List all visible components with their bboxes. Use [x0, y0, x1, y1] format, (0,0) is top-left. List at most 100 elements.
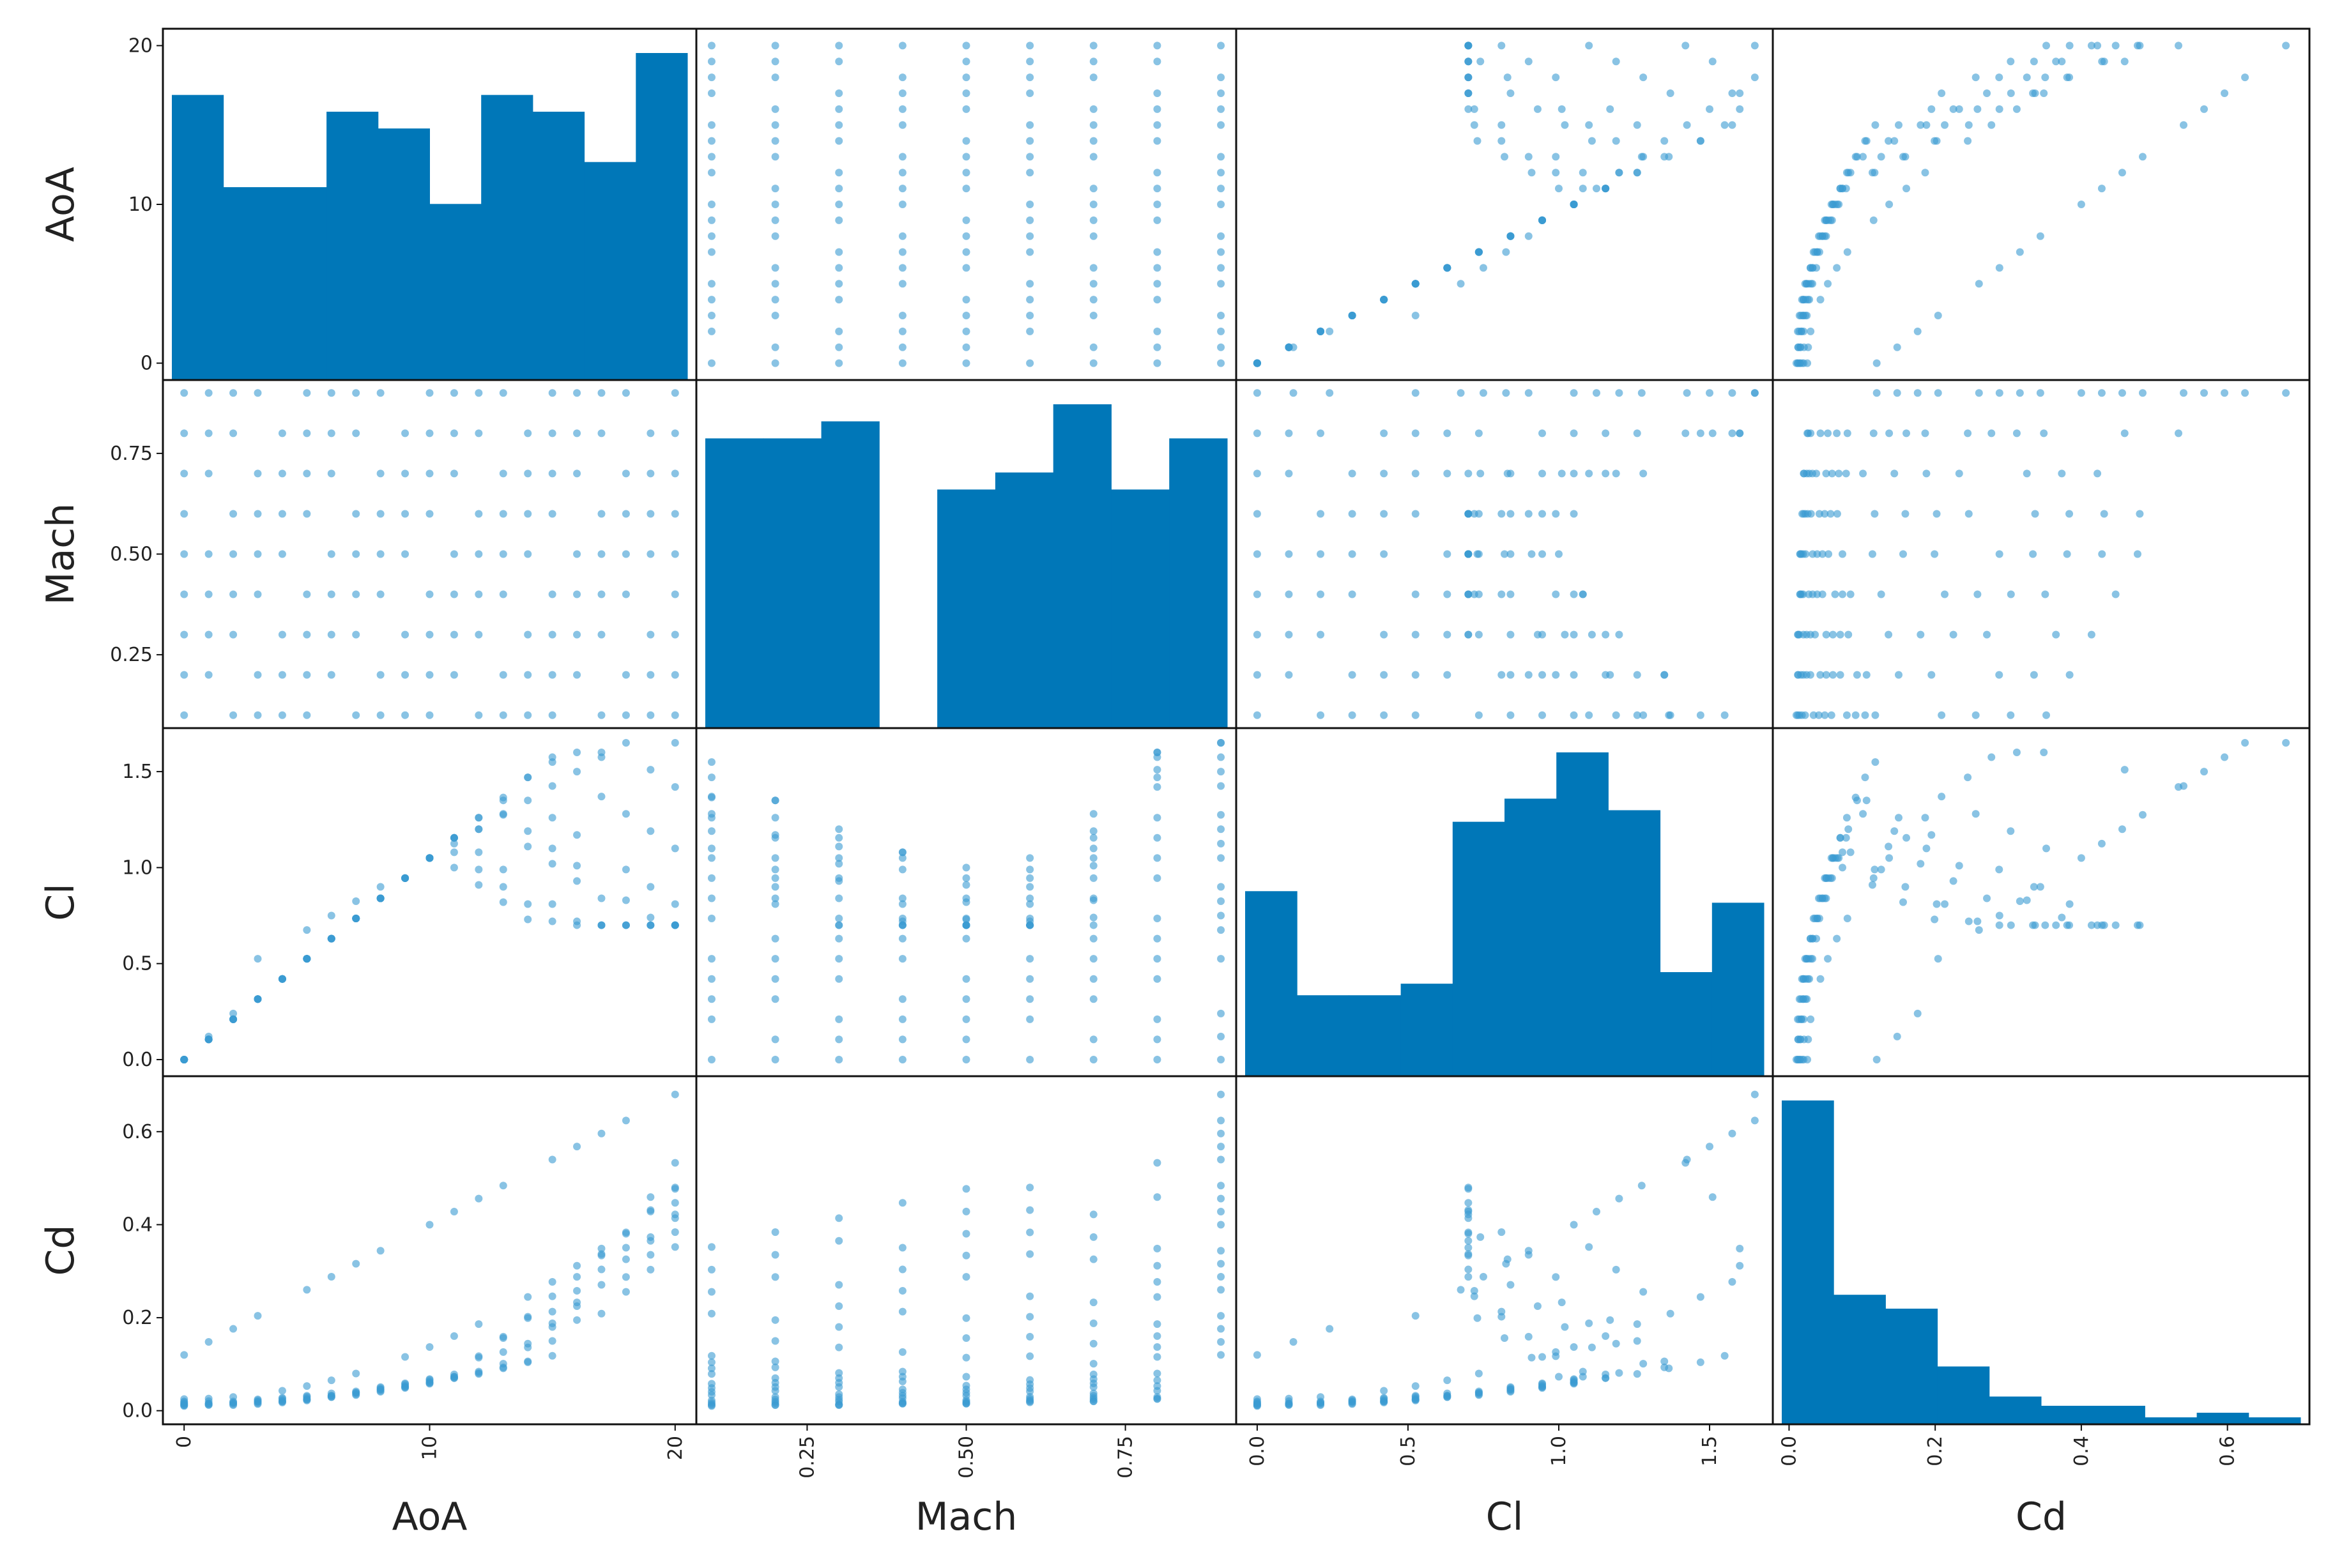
hist-bar-Mach-2 — [821, 421, 880, 728]
scatter-point — [771, 42, 779, 50]
scatter-point — [1089, 1319, 1098, 1327]
scatter-point — [835, 248, 843, 256]
scatter-point — [1089, 1255, 1098, 1263]
scatter-point — [1153, 874, 1161, 882]
scatter-point — [1380, 1394, 1388, 1402]
panel-frame — [162, 1075, 698, 1426]
hist-bar-AoA-7 — [532, 111, 585, 380]
scatter-point — [1317, 630, 1325, 639]
scatter-point — [573, 862, 581, 870]
panel-Cd-vs-Mach — [695, 1075, 1237, 1426]
scatter-point — [327, 389, 335, 397]
scatter-point — [1871, 169, 1879, 177]
scatter-point — [597, 1244, 606, 1252]
xaxis-label-Mach: Mach — [915, 1495, 1018, 1539]
scatter-point — [1457, 280, 1465, 288]
scatter-point — [475, 711, 483, 719]
scatter-point — [707, 793, 716, 801]
scatter-point — [771, 814, 779, 822]
scatter-point — [771, 900, 779, 908]
scatter-point — [671, 844, 679, 853]
scatter-point — [376, 590, 385, 598]
scatter-point — [1464, 1184, 1473, 1192]
scatter-point — [1411, 469, 1420, 478]
scatter-point — [1606, 671, 1614, 679]
scatter-point — [1813, 590, 1821, 598]
scatter-point — [1026, 1352, 1034, 1360]
scatter-point — [1592, 185, 1600, 193]
scatter-point — [771, 57, 779, 66]
scatter-point — [2282, 42, 2290, 50]
scatter-point — [1964, 773, 1972, 782]
scatter-point — [1153, 1353, 1161, 1361]
scatter-point — [1089, 312, 1098, 319]
scatter-point — [303, 590, 311, 598]
scatter-point — [475, 881, 483, 889]
scatter-point — [835, 833, 843, 842]
scatter-point — [597, 1129, 606, 1138]
scatter-point — [1497, 42, 1506, 50]
scatter-point — [835, 1390, 843, 1398]
scatter-point — [1917, 630, 1925, 639]
scatter-point — [1570, 590, 1578, 598]
scatter-point — [671, 739, 679, 747]
scatter-point — [1844, 630, 1853, 639]
scatter-point — [1317, 550, 1325, 558]
scatter-point — [962, 1334, 970, 1343]
scatter-point — [1317, 327, 1325, 335]
scatter-point — [707, 57, 716, 66]
scatter-point — [2031, 89, 2039, 97]
scatter-point — [771, 1357, 779, 1366]
scatter-point — [1941, 900, 1949, 908]
scatter-point — [2111, 921, 2120, 929]
scatter-point — [1683, 389, 1691, 397]
scatter-point — [707, 216, 716, 224]
scatter-point — [229, 1325, 238, 1333]
scatter-point — [1836, 833, 1844, 842]
scatter-point — [1285, 1394, 1293, 1403]
scatter-point — [1833, 934, 1841, 943]
scatter-point — [962, 1015, 970, 1023]
scatter-point — [1827, 711, 1835, 719]
scatter-point — [524, 842, 532, 851]
scatter-point — [1153, 57, 1161, 66]
scatter-point — [1153, 1015, 1161, 1023]
scatter-point — [1026, 89, 1034, 97]
hist-bar-AoA-8 — [584, 162, 636, 380]
scatter-point — [1552, 1352, 1560, 1360]
scatter-point — [1474, 1387, 1483, 1396]
scatter-point — [1846, 169, 1855, 177]
scatter-point — [548, 1155, 556, 1164]
scatter-point — [1217, 1208, 1225, 1216]
scatter-point — [671, 510, 679, 518]
scatter-point — [229, 1009, 238, 1017]
scatter-point — [1026, 883, 1034, 891]
scatter-point — [962, 1207, 970, 1215]
scatter-point — [2097, 839, 2106, 848]
scatter-point — [1443, 469, 1451, 478]
scatter-point — [671, 1210, 679, 1219]
scatter-point — [1828, 874, 1836, 882]
scatter-point — [1917, 121, 1925, 129]
scatter-point — [835, 296, 843, 304]
scatter-point — [425, 429, 434, 438]
scatter-point — [1859, 469, 1867, 478]
scatter-point — [898, 865, 907, 874]
scatter-point — [254, 1312, 262, 1320]
scatter-point — [707, 296, 716, 304]
scatter-point — [475, 825, 483, 833]
scatter-point — [1380, 671, 1388, 679]
hist-bar-Cd-6 — [2093, 1406, 2145, 1424]
scatter-point — [1750, 1090, 1759, 1099]
scatter-point — [622, 739, 630, 747]
scatter-point — [401, 429, 410, 438]
scatter-point — [1949, 105, 1957, 113]
panel-frame — [1772, 1075, 2311, 1426]
scatter-point — [1253, 389, 1261, 397]
scatter-point — [898, 995, 907, 1003]
scatter-point — [1828, 469, 1836, 478]
scatter-point — [647, 921, 655, 929]
scatter-point — [1913, 389, 1922, 397]
scatter-point — [1538, 550, 1547, 558]
scatter-point — [1842, 814, 1851, 822]
